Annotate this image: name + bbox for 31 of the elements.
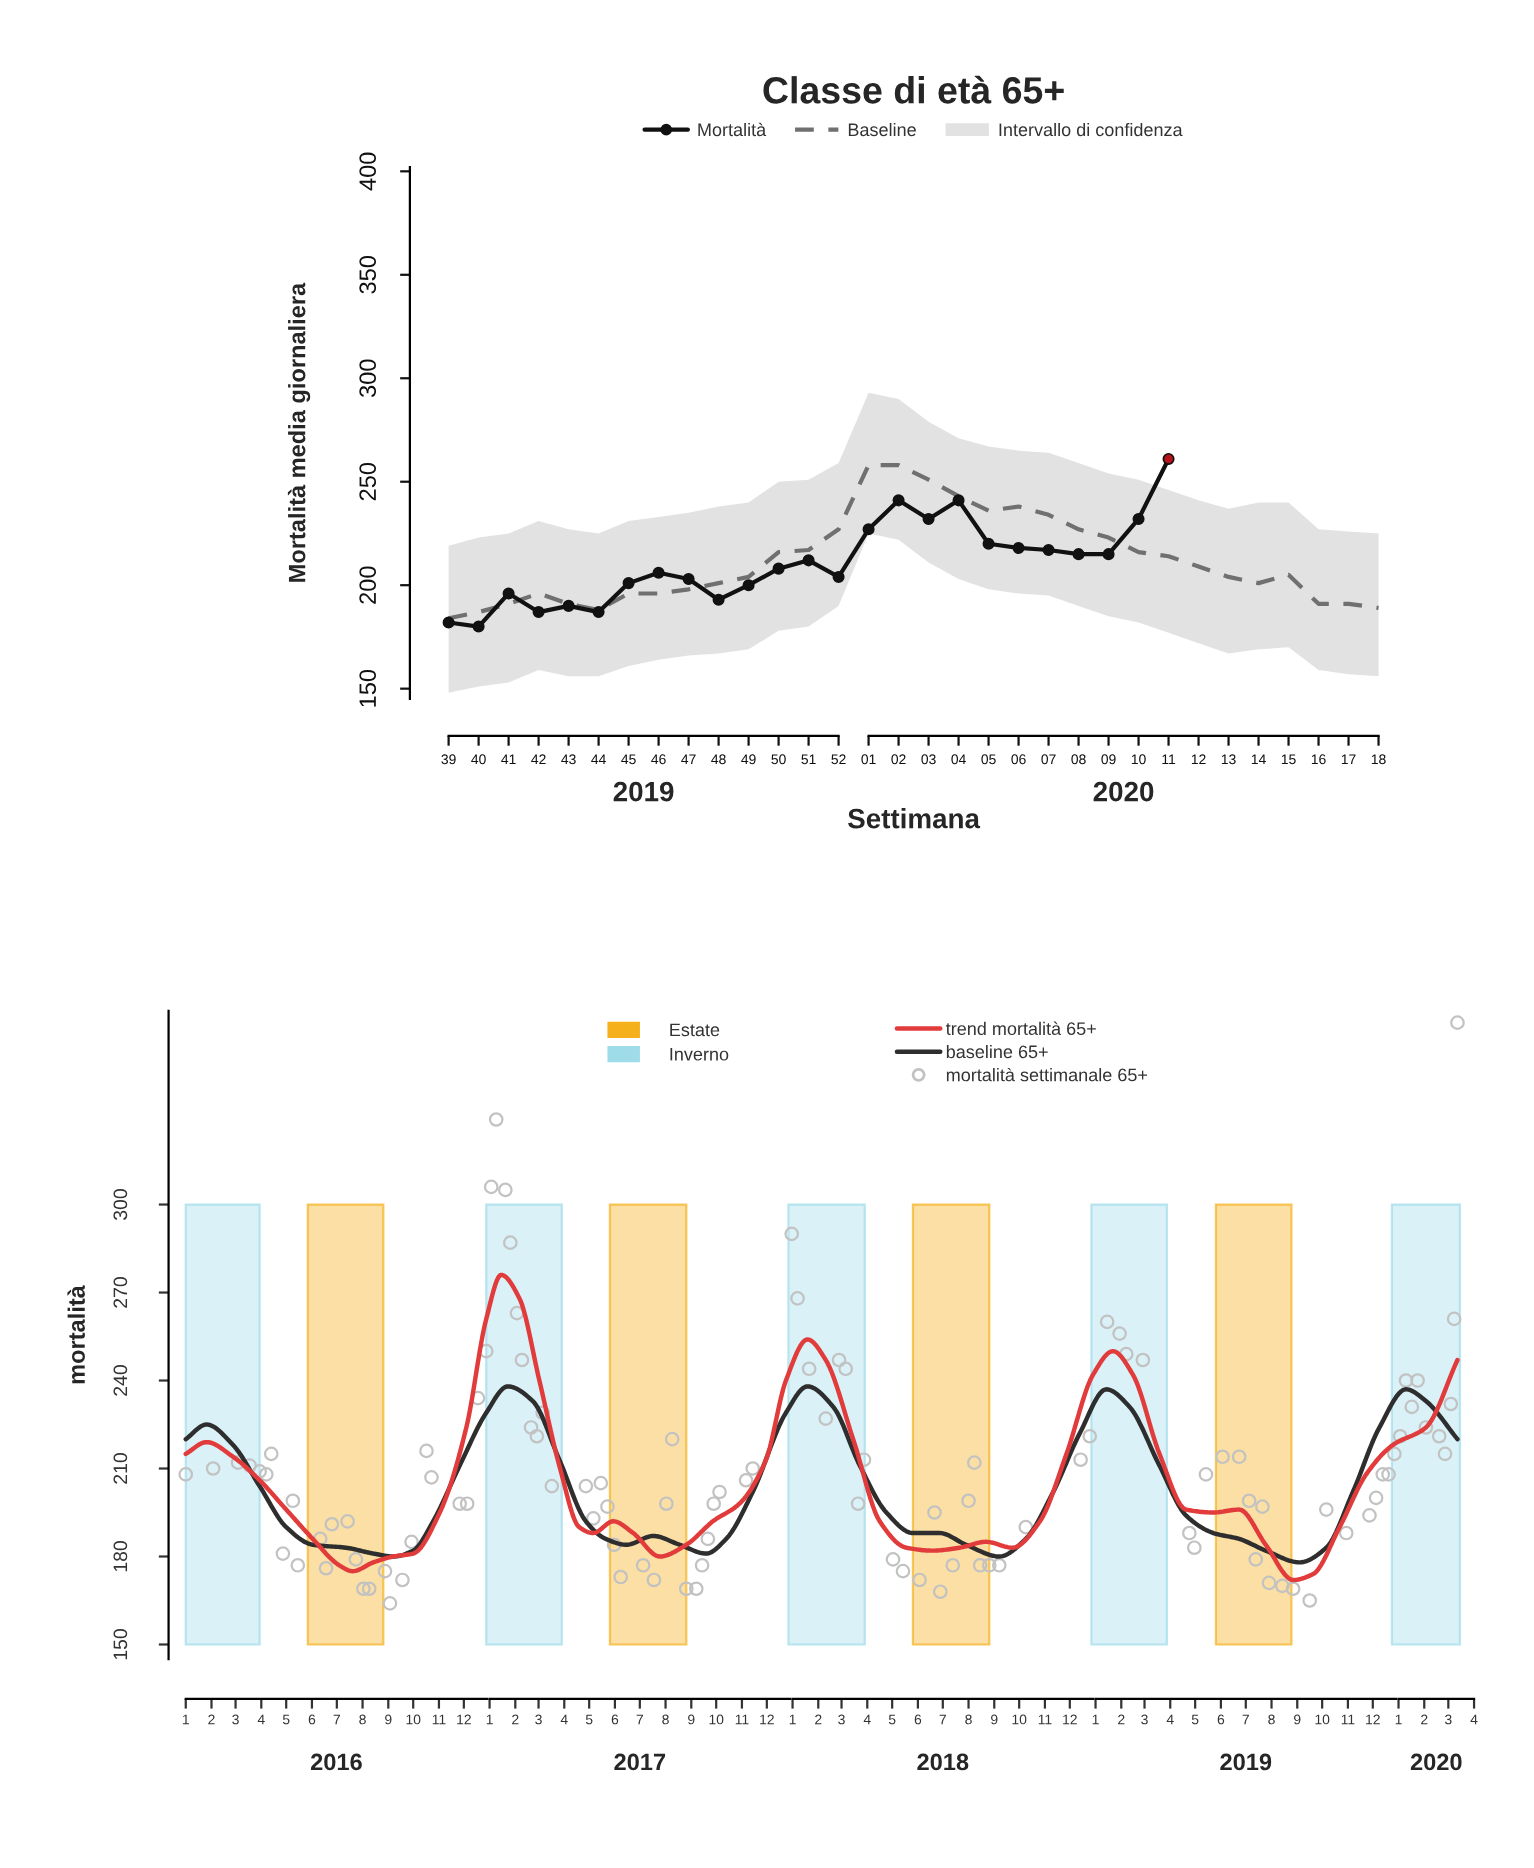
legend-label: baseline 65+ <box>946 1044 1048 1059</box>
text: 2020 <box>1410 1753 1462 1771</box>
y-tick-label: 400 <box>359 152 377 191</box>
legend-label: mortalità settimanale 65+ <box>946 1067 1148 1082</box>
y-tick-label: 180 <box>113 1541 128 1572</box>
text: 2019 <box>1220 1753 1272 1771</box>
legend-label: Mortalità <box>698 122 767 137</box>
y-tick-label: 350 <box>359 256 377 294</box>
y-axis-title: Mortalità media giornaliera <box>287 282 311 582</box>
text: 2019 <box>613 781 674 802</box>
x-axis-title: Settimana <box>848 808 981 829</box>
y-tick-label: 210 <box>113 1453 128 1484</box>
text: 2017 <box>614 1753 666 1771</box>
chart-title: Classe di età 65+ <box>763 75 1064 104</box>
y-tick-label: 240 <box>113 1365 128 1396</box>
legend-label: trend mortalità 65+ <box>945 1021 1096 1036</box>
y-tick-label: 150 <box>113 1629 128 1660</box>
legend-label: Intervallo di confidenza <box>999 122 1183 137</box>
y-tick-label: 150 <box>359 669 377 707</box>
legend-label: Estate <box>670 1023 720 1037</box>
text: 2018 <box>917 1753 969 1771</box>
y-tick-label: 300 <box>113 1189 128 1221</box>
y-tick-label: 270 <box>113 1277 128 1308</box>
y-axis-title: mortalità <box>67 1285 85 1384</box>
y-tick-label: 300 <box>359 359 377 398</box>
legend-label: Baseline <box>848 122 916 137</box>
y-tick-label: 250 <box>359 462 377 501</box>
text: 2020 <box>1093 781 1154 802</box>
legend-label: Inverno <box>670 1047 729 1061</box>
y-tick-label: 200 <box>359 566 377 604</box>
text: 2016 <box>310 1753 362 1771</box>
